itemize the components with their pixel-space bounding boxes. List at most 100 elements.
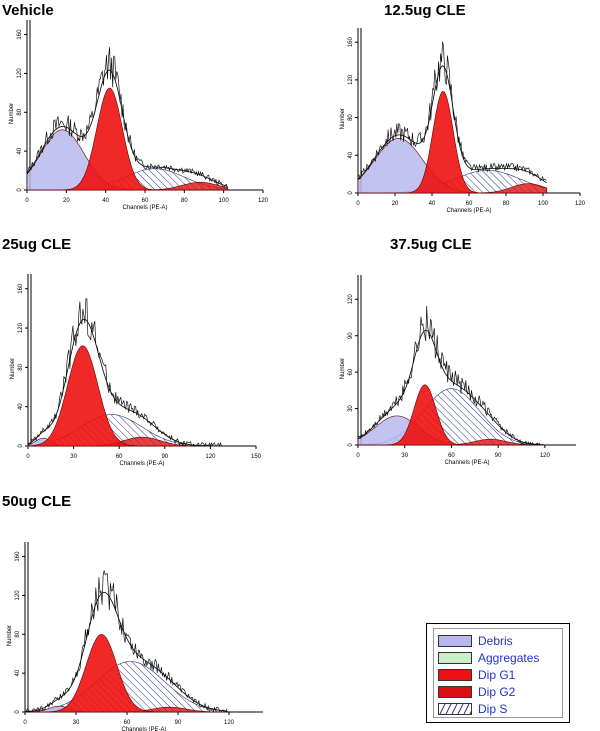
y-tick-label: 0 — [18, 444, 24, 448]
legend-swatch-debris — [438, 635, 472, 647]
x-tick-label: 120 — [575, 201, 586, 207]
x-tick-label: 120 — [205, 454, 216, 460]
x-tick-label: 20 — [392, 201, 399, 207]
series-dip-g1 — [27, 87, 228, 191]
y-tick-label: 90 — [348, 332, 354, 339]
x-tick-label: 30 — [401, 453, 408, 459]
raw-histogram-trace — [357, 305, 543, 447]
model-fit-line — [27, 318, 222, 447]
y-tick-label: 120 — [15, 590, 21, 601]
y-tick-label: 80 — [15, 630, 21, 637]
y-axis-label: Number — [7, 625, 13, 646]
legend-label-aggregates: Aggregates — [478, 651, 540, 665]
x-tick-label: 0 — [356, 201, 360, 207]
x-tick-label: 90 — [495, 453, 502, 459]
x-axis-label: Channels (PE-A) — [121, 727, 166, 731]
legend-label-dip-g2: Dip G2 — [478, 685, 516, 699]
y-tick-label: 40 — [348, 151, 354, 158]
x-tick-label: 60 — [116, 454, 123, 460]
legend-swatch-dip-g2 — [438, 686, 472, 698]
raw-histogram-trace — [357, 41, 547, 182]
panel-title-25ug: 25ug CLE — [2, 236, 72, 253]
series-dip-g1 — [358, 384, 544, 446]
series-dip-g1 — [358, 90, 547, 194]
x-tick-label: 20 — [63, 198, 70, 204]
x-tick-label: 120 — [224, 720, 235, 726]
x-tick-label: 40 — [102, 198, 109, 204]
y-tick-label: 120 — [18, 322, 24, 333]
x-tick-label: 120 — [258, 198, 269, 204]
legend-item-dip-g2: Dip G2 — [438, 684, 515, 700]
x-axis-label: Channels (PE-A) — [444, 460, 489, 466]
y-axis-label: Number — [340, 358, 346, 379]
x-tick-label: 40 — [429, 201, 436, 207]
y-tick-label: 120 — [348, 294, 354, 305]
legend-label-debris: Debris — [478, 634, 513, 648]
x-tick-label: 120 — [540, 453, 551, 459]
x-tick-label: 100 — [219, 198, 230, 204]
legend-swatch-aggregates — [438, 652, 472, 664]
legend-item-aggregates: Aggregates — [438, 650, 539, 666]
y-tick-label: 0 — [17, 188, 23, 192]
panel-title-37-5ug: 37.5ug CLE — [390, 236, 472, 253]
legend-item-dip-g1: Dip G1 — [438, 667, 515, 683]
y-tick-label: 160 — [17, 29, 23, 40]
y-tick-label: 0 — [15, 710, 21, 714]
legend-item-debris: Debris — [438, 633, 513, 649]
legend-swatch-dip-g1 — [438, 669, 472, 681]
y-tick-label: 160 — [348, 36, 354, 47]
raw-histogram-trace — [27, 298, 222, 448]
y-tick-label: 0 — [348, 191, 354, 195]
legend: Debris Aggregates Dip G1 Dip G2 Dip S — [426, 623, 570, 723]
y-axis-label: Number — [9, 103, 15, 124]
x-tick-label: 100 — [538, 201, 549, 207]
model-fit-line — [357, 329, 544, 446]
x-tick-label: 0 — [356, 453, 360, 459]
y-tick-label: 60 — [348, 368, 354, 375]
x-tick-label: 60 — [124, 720, 131, 726]
x-tick-label: 60 — [142, 198, 149, 204]
x-tick-label: 60 — [466, 201, 473, 207]
y-tick-label: 80 — [17, 108, 23, 115]
y-tick-label: 120 — [17, 68, 23, 79]
legend-label-dip-s: Dip S — [478, 702, 508, 716]
x-tick-label: 30 — [73, 720, 80, 726]
y-tick-label: 80 — [348, 114, 354, 121]
x-axis-label: Channels (PE-A) — [122, 205, 167, 211]
panel-title-vehicle: Vehicle — [2, 2, 54, 19]
series-dip-g1 — [27, 345, 222, 447]
y-tick-label: 40 — [17, 147, 23, 154]
legend-swatch-dip-s — [438, 703, 472, 715]
x-tick-label: 0 — [26, 454, 30, 460]
x-axis-label: Channels (PE-A) — [446, 208, 491, 214]
y-tick-label: 40 — [18, 403, 24, 410]
legend-label-dip-g1: Dip G1 — [478, 668, 516, 682]
panel-title-50ug: 50ug CLE — [2, 493, 72, 510]
y-axis-label: Number — [10, 358, 16, 379]
x-axis-label: Channels (PE-A) — [119, 461, 164, 467]
panel-title-12-5ug: 12.5ug CLE — [384, 2, 466, 19]
x-tick-label: 80 — [181, 198, 188, 204]
raw-histogram-trace — [26, 47, 228, 189]
x-tick-label: 30 — [70, 454, 77, 460]
series-dip-g1 — [25, 634, 228, 713]
x-tick-label: 0 — [23, 720, 27, 726]
x-tick-label: 150 — [251, 454, 262, 460]
y-tick-label: 160 — [18, 283, 24, 294]
y-tick-label: 40 — [15, 669, 21, 676]
raw-histogram-trace — [25, 570, 228, 714]
y-tick-label: 120 — [348, 74, 354, 85]
y-tick-label: 0 — [348, 443, 354, 447]
y-tick-label: 160 — [15, 551, 21, 562]
y-tick-label: 80 — [18, 363, 24, 370]
x-tick-label: 90 — [161, 454, 168, 460]
y-tick-label: 30 — [348, 405, 354, 412]
x-tick-label: 80 — [503, 201, 510, 207]
legend-item-dip-s: Dip S — [438, 701, 507, 717]
y-axis-label: Number — [340, 108, 346, 129]
